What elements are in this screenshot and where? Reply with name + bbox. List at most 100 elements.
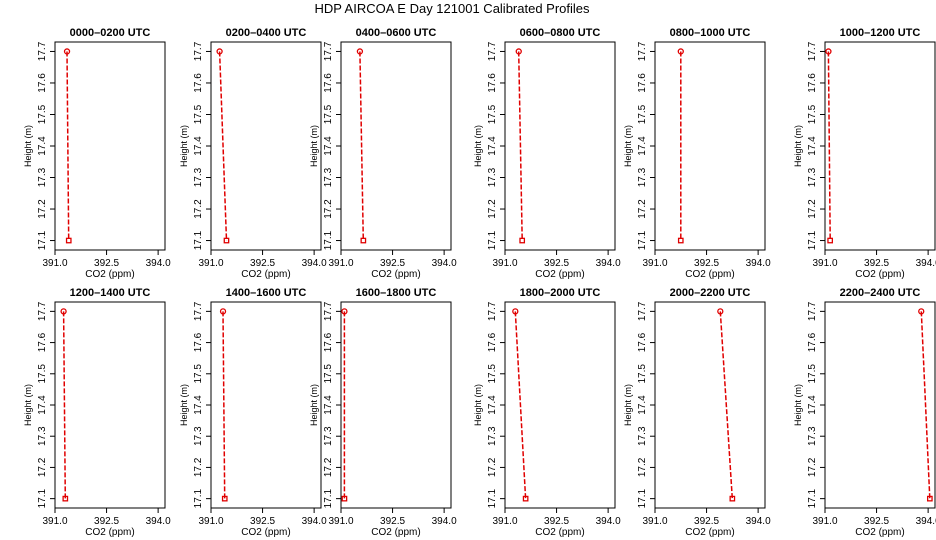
y-tick-label: 17.1 bbox=[37, 488, 48, 508]
y-tick-label: 17.2 bbox=[807, 457, 818, 477]
y-axis-label: Height (m) bbox=[179, 125, 189, 167]
x-tick-label: 392.5 bbox=[250, 516, 275, 527]
x-tick-label: 392.5 bbox=[380, 516, 405, 527]
y-axis-label: Height (m) bbox=[309, 384, 319, 426]
profile-point bbox=[512, 308, 519, 315]
panel-title: 0800–1000 UTC bbox=[670, 27, 751, 39]
y-tick-label: 17.3 bbox=[193, 426, 204, 446]
panel-3: 0400–0600 UTC 391.0 392.5 394.0 CO2 (ppm) 17.… bbox=[309, 27, 457, 280]
y-axis-label: Height (m) bbox=[623, 384, 633, 426]
plot-frame bbox=[210, 301, 322, 509]
panel-title: 0200–0400 UTC bbox=[226, 27, 307, 39]
y-tick-label: 17.3 bbox=[323, 426, 334, 446]
y-axis-label: Height (m) bbox=[473, 384, 483, 426]
profile-line bbox=[514, 311, 527, 499]
y-tick-label: 17.5 bbox=[637, 364, 648, 384]
x-tick-label: 394.0 bbox=[746, 516, 771, 527]
y-tick-label: 17.7 bbox=[637, 41, 648, 61]
panel-title: 1800–2000 UTC bbox=[520, 287, 601, 299]
profile-point bbox=[519, 237, 526, 244]
y-tick-label: 17.6 bbox=[487, 73, 498, 93]
x-tick-label: 391.0 bbox=[492, 258, 517, 269]
profile-point bbox=[827, 237, 834, 244]
y-tick-label: 17.1 bbox=[807, 488, 818, 508]
y-axis-label: Height (m) bbox=[179, 384, 189, 426]
profile-point bbox=[63, 48, 71, 55]
y-tick-label: 17.5 bbox=[487, 104, 498, 124]
y-tick-label: 17.1 bbox=[807, 230, 818, 250]
y-tick-label: 17.4 bbox=[807, 395, 818, 415]
y-tick-label: 17.6 bbox=[37, 332, 48, 352]
panels-group: 0000–0200 UTC 391.0 392.5 394.0 CO2 (ppm) 17.… bbox=[23, 27, 936, 538]
profile-point bbox=[62, 495, 69, 502]
profile-line bbox=[517, 51, 523, 241]
plot-frame bbox=[340, 301, 452, 509]
y-tick-label: 17.1 bbox=[323, 488, 334, 508]
profile-point bbox=[223, 237, 230, 244]
profile-line bbox=[359, 51, 365, 241]
x-axis-label: CO2 (ppm) bbox=[535, 269, 584, 280]
y-tick-label: 17.1 bbox=[637, 488, 648, 508]
profile-line bbox=[218, 51, 228, 241]
x-axis-label: CO2 (ppm) bbox=[241, 269, 290, 280]
y-tick-label: 17.7 bbox=[807, 301, 818, 321]
y-tick-label: 17.5 bbox=[37, 104, 48, 124]
y-tick-label: 17.1 bbox=[323, 230, 334, 250]
x-tick-label: 392.5 bbox=[864, 516, 889, 527]
y-tick-label: 17.4 bbox=[323, 136, 334, 156]
y-axis-label: Height (m) bbox=[309, 125, 319, 167]
y-tick-label: 17.3 bbox=[37, 167, 48, 187]
y-tick-label: 17.1 bbox=[487, 230, 498, 250]
panel-title: 0000–0200 UTC bbox=[70, 27, 151, 39]
x-axis-label: CO2 (ppm) bbox=[855, 527, 904, 538]
y-axis-label: Height (m) bbox=[793, 125, 803, 167]
y-tick-label: 17.2 bbox=[323, 457, 334, 477]
y-tick-label: 17.6 bbox=[193, 332, 204, 352]
y-tick-label: 17.2 bbox=[193, 457, 204, 477]
y-tick-label: 17.3 bbox=[807, 426, 818, 446]
y-tick-label: 17.5 bbox=[193, 104, 204, 124]
x-tick-label: 392.5 bbox=[694, 516, 719, 527]
x-tick-label: 391.0 bbox=[642, 516, 667, 527]
panel-title: 0600–0800 UTC bbox=[520, 27, 601, 39]
y-tick-label: 17.4 bbox=[637, 136, 648, 156]
x-tick-label: 391.0 bbox=[492, 516, 517, 527]
y-tick-label: 17.6 bbox=[323, 73, 334, 93]
x-tick-label: 392.5 bbox=[544, 516, 569, 527]
x-tick-label: 391.0 bbox=[42, 516, 67, 527]
y-tick-label: 17.5 bbox=[323, 364, 334, 384]
plot-frame bbox=[54, 301, 166, 509]
profile-point bbox=[216, 48, 223, 55]
panel-title: 0400–0600 UTC bbox=[356, 27, 437, 39]
y-tick-label: 17.4 bbox=[487, 136, 498, 156]
profile-point bbox=[341, 308, 348, 315]
x-axis-label: CO2 (ppm) bbox=[85, 269, 134, 280]
y-tick-label: 17.2 bbox=[487, 199, 498, 219]
y-tick-label: 17.2 bbox=[193, 199, 204, 219]
profile-point bbox=[221, 495, 228, 502]
x-tick-label: 391.0 bbox=[42, 258, 67, 269]
profile-line bbox=[66, 51, 70, 241]
plot-frame bbox=[504, 301, 616, 509]
panel-8: 1400–1600 UTC 391.0 392.5 394.0 CO2 (ppm) 17.… bbox=[179, 287, 327, 538]
y-tick-label: 17.2 bbox=[807, 199, 818, 219]
profile-line bbox=[719, 311, 734, 499]
y-tick-label: 17.1 bbox=[487, 488, 498, 508]
y-tick-label: 17.7 bbox=[37, 41, 48, 61]
plot-frame bbox=[824, 41, 936, 251]
panel-9: 1600–1800 UTC 391.0 392.5 394.0 CO2 (ppm) 17.… bbox=[309, 287, 457, 538]
y-tick-label: 17.4 bbox=[487, 395, 498, 415]
y-tick-label: 17.5 bbox=[807, 364, 818, 384]
x-axis-label: CO2 (ppm) bbox=[685, 269, 734, 280]
panel-title: 1200–1400 UTC bbox=[70, 287, 151, 299]
x-tick-label: 394.0 bbox=[596, 258, 621, 269]
profile-point bbox=[65, 237, 72, 244]
profile-point bbox=[677, 48, 684, 55]
panel-10: 1800–2000 UTC 391.0 392.5 394.0 CO2 (ppm) 17.… bbox=[473, 287, 621, 538]
y-tick-label: 17.4 bbox=[37, 395, 48, 415]
y-tick-label: 17.5 bbox=[323, 104, 334, 124]
y-tick-label: 17.7 bbox=[323, 41, 334, 61]
y-tick-label: 17.5 bbox=[37, 364, 48, 384]
x-tick-label: 394.0 bbox=[596, 516, 621, 527]
